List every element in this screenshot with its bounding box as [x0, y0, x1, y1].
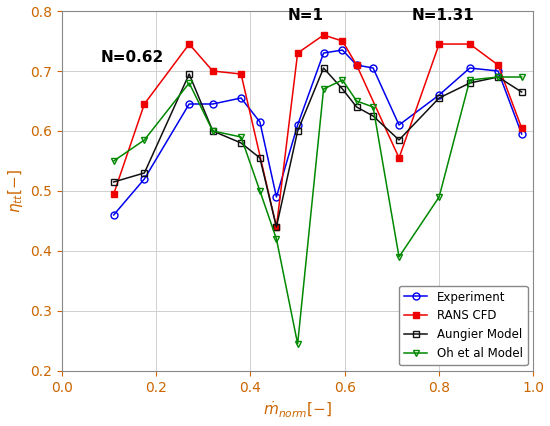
Experiment: [370, 66, 376, 71]
RANS CFD: [466, 41, 473, 46]
Aungier Model: [111, 179, 117, 184]
Text: N=0.62: N=0.62: [101, 50, 164, 65]
X-axis label: $\dot{m}_{norm}[-]$: $\dot{m}_{norm}[-]$: [263, 400, 332, 420]
RANS CFD: [238, 72, 244, 77]
Experiment: [111, 213, 117, 218]
Experiment: [495, 69, 502, 74]
Oh et al Model: [111, 158, 117, 164]
RANS CFD: [518, 125, 525, 130]
Oh et al Model: [257, 188, 263, 193]
Text: N=1: N=1: [287, 8, 323, 23]
Experiment: [257, 119, 263, 124]
Aungier Model: [495, 75, 502, 80]
Experiment: [518, 132, 525, 137]
Oh et al Model: [186, 81, 192, 86]
Oh et al Model: [320, 86, 327, 92]
RANS CFD: [186, 41, 192, 46]
Experiment: [238, 95, 244, 101]
Oh et al Model: [396, 254, 403, 259]
Legend: Experiment, RANS CFD, Aungier Model, Oh et al Model: Experiment, RANS CFD, Aungier Model, Oh …: [399, 286, 527, 365]
RANS CFD: [436, 41, 442, 46]
Oh et al Model: [141, 138, 147, 143]
Line: RANS CFD: RANS CFD: [110, 32, 525, 230]
Aungier Model: [436, 95, 442, 101]
Oh et al Model: [339, 78, 346, 83]
Aungier Model: [466, 81, 473, 86]
Line: Experiment: Experiment: [110, 46, 525, 219]
RANS CFD: [141, 101, 147, 106]
Experiment: [273, 194, 280, 199]
Experiment: [141, 176, 147, 181]
Oh et al Model: [294, 341, 301, 346]
Oh et al Model: [273, 236, 280, 242]
Aungier Model: [353, 104, 360, 109]
RANS CFD: [273, 225, 280, 230]
Oh et al Model: [238, 135, 244, 140]
Aungier Model: [518, 89, 525, 95]
RANS CFD: [320, 32, 327, 37]
RANS CFD: [396, 155, 403, 161]
Aungier Model: [238, 141, 244, 146]
Aungier Model: [370, 113, 376, 118]
Oh et al Model: [436, 194, 442, 199]
Aungier Model: [186, 72, 192, 77]
Oh et al Model: [495, 75, 502, 80]
Oh et al Model: [210, 128, 216, 133]
Experiment: [210, 101, 216, 106]
Experiment: [396, 122, 403, 127]
Line: Aungier Model: Aungier Model: [110, 65, 525, 230]
Oh et al Model: [466, 78, 473, 83]
Oh et al Model: [518, 75, 525, 80]
Line: Oh et al Model: Oh et al Model: [110, 74, 525, 347]
RANS CFD: [294, 50, 301, 55]
Aungier Model: [141, 170, 147, 176]
Aungier Model: [339, 86, 346, 92]
Experiment: [320, 50, 327, 55]
Experiment: [466, 66, 473, 71]
Experiment: [339, 47, 346, 52]
RANS CFD: [210, 69, 216, 74]
Experiment: [294, 122, 301, 127]
RANS CFD: [339, 38, 346, 43]
Aungier Model: [257, 155, 263, 161]
Experiment: [186, 101, 192, 106]
RANS CFD: [495, 63, 502, 68]
Experiment: [436, 92, 442, 98]
Oh et al Model: [353, 98, 360, 104]
Text: N=1.31: N=1.31: [412, 8, 475, 23]
Aungier Model: [273, 225, 280, 230]
Y-axis label: $\eta_{tt}[-]$: $\eta_{tt}[-]$: [6, 169, 25, 213]
Aungier Model: [210, 128, 216, 133]
Aungier Model: [294, 128, 301, 133]
RANS CFD: [111, 191, 117, 196]
Oh et al Model: [370, 104, 376, 109]
Experiment: [353, 63, 360, 68]
Aungier Model: [396, 138, 403, 143]
RANS CFD: [353, 63, 360, 68]
Aungier Model: [320, 66, 327, 71]
